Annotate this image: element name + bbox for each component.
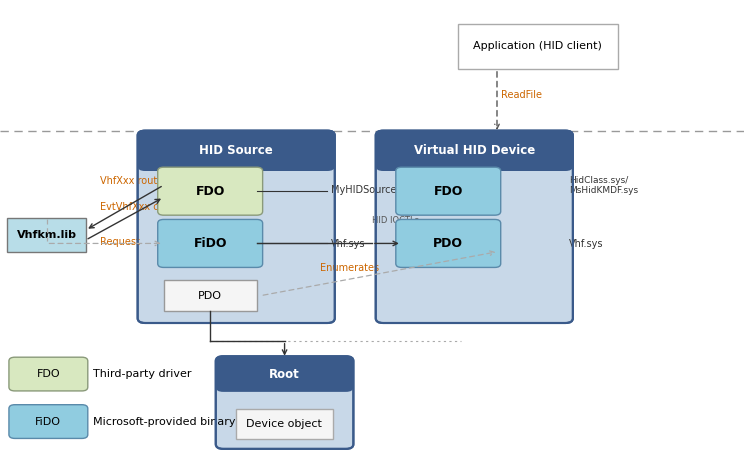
Bar — [7, 218, 86, 252]
Text: HID Source: HID Source — [199, 144, 273, 157]
FancyBboxPatch shape — [158, 167, 263, 215]
FancyBboxPatch shape — [396, 167, 501, 215]
Text: Enumerates: Enumerates — [320, 263, 379, 274]
FancyBboxPatch shape — [158, 219, 263, 267]
FancyBboxPatch shape — [138, 131, 335, 171]
Bar — [383, 135, 565, 166]
Bar — [236, 408, 333, 439]
Text: FDO: FDO — [434, 185, 463, 198]
FancyBboxPatch shape — [376, 131, 573, 171]
Bar — [458, 24, 618, 69]
Text: ReadFile: ReadFile — [501, 90, 542, 100]
Text: Vhfkm.lib: Vhfkm.lib — [16, 230, 77, 240]
FancyBboxPatch shape — [216, 356, 353, 449]
Text: Vhf.sys: Vhf.sys — [569, 238, 603, 249]
Bar — [223, 361, 346, 387]
FancyBboxPatch shape — [396, 219, 501, 267]
Bar — [145, 151, 327, 166]
FancyBboxPatch shape — [138, 131, 335, 323]
Text: HidClass.sys/
MsHidKMDF.sys: HidClass.sys/ MsHidKMDF.sys — [569, 176, 638, 195]
FancyBboxPatch shape — [9, 357, 88, 391]
Bar — [383, 151, 565, 166]
FancyBboxPatch shape — [9, 405, 88, 438]
FancyBboxPatch shape — [376, 131, 573, 323]
Text: PDO: PDO — [433, 237, 464, 250]
Text: FiDO: FiDO — [36, 417, 61, 427]
Bar — [164, 280, 257, 311]
Text: VhfXxx routine: VhfXxx routine — [100, 176, 173, 187]
Text: MyHIDSource.sys: MyHIDSource.sys — [331, 185, 416, 195]
Text: EvtVhfXxx callback: EvtVhfXxx callback — [100, 201, 194, 212]
Text: Virtual HID Device: Virtual HID Device — [414, 144, 535, 157]
Text: Microsoft-provided binary: Microsoft-provided binary — [93, 417, 236, 427]
Text: Vhf.sys: Vhf.sys — [331, 238, 365, 249]
Bar — [223, 374, 346, 387]
Text: HID IOCTLs: HID IOCTLs — [372, 217, 419, 225]
Text: FiDO: FiDO — [193, 237, 227, 250]
Text: Root: Root — [269, 368, 300, 380]
Text: PDO: PDO — [198, 291, 222, 301]
Text: FDO: FDO — [196, 185, 225, 198]
Text: FDO: FDO — [36, 369, 60, 379]
FancyBboxPatch shape — [216, 356, 353, 392]
Text: Application (HID client): Application (HID client) — [473, 41, 602, 51]
Text: Request: Request — [100, 237, 141, 247]
Bar — [145, 135, 327, 166]
Text: Third-party driver: Third-party driver — [93, 369, 191, 379]
Text: Device object: Device object — [246, 419, 322, 429]
